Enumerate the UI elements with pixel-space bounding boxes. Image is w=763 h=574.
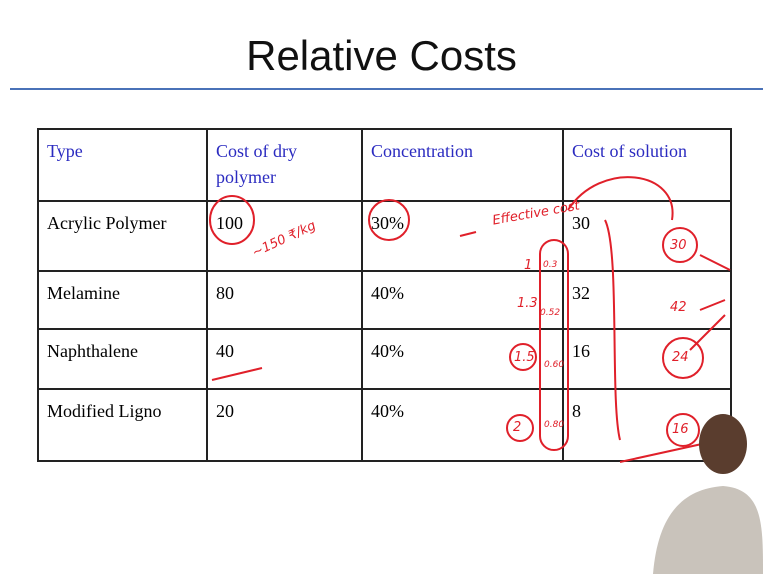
handwritten-note: 1.5 xyxy=(514,350,535,365)
slide: Relative Costs TypeCost of dry polymerCo… xyxy=(0,0,763,574)
handwritten-note: 42 xyxy=(670,300,687,315)
handwritten-note: 2 xyxy=(513,420,521,435)
handwritten-note: 30 xyxy=(670,238,687,253)
handwritten-note: 16 xyxy=(672,422,689,437)
handwritten-note: 0.60 xyxy=(544,360,564,370)
handwritten-note: 0.3 xyxy=(543,260,557,270)
handwritten-note: 0.52 xyxy=(540,308,560,318)
handwritten-note: 0.80 xyxy=(544,420,564,430)
handwritten-note: 1.3 xyxy=(517,296,538,311)
handwritten-note: 24 xyxy=(672,350,689,365)
handwritten-note: 1 xyxy=(524,258,532,273)
handwriting xyxy=(0,0,763,574)
presenter xyxy=(653,414,763,574)
